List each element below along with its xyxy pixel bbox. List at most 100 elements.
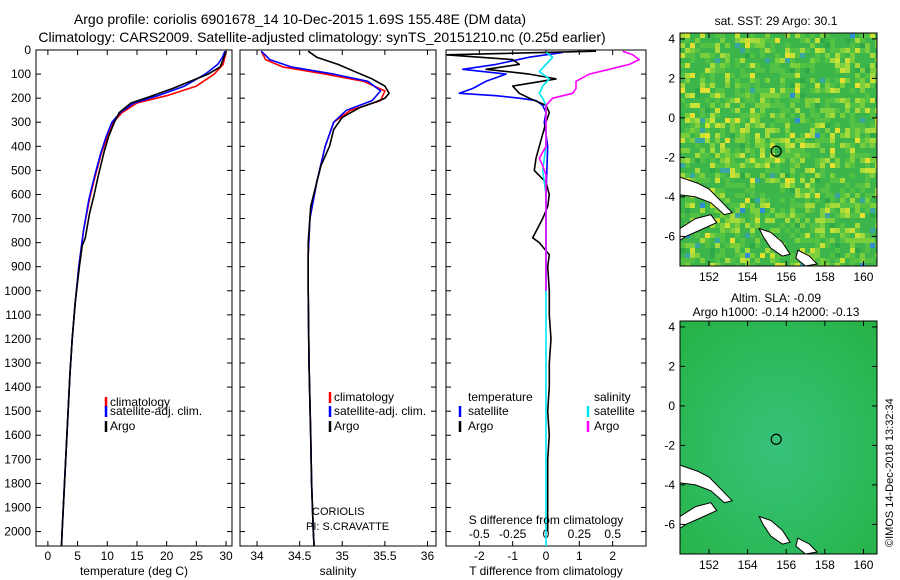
sst-grid-cell — [820, 98, 825, 103]
sst-grid-cell — [830, 88, 835, 93]
sst-grid-cell — [710, 73, 715, 78]
depth-tick-label: 1700 — [4, 452, 31, 466]
sst-grid-cell — [870, 228, 875, 233]
sst-grid-cell — [780, 118, 785, 123]
sst-grid-cell — [800, 218, 805, 223]
sst-grid-cell — [690, 38, 695, 43]
sst-grid-cell — [770, 213, 775, 218]
sst-grid-cell — [790, 73, 795, 78]
sst-grid-cell — [730, 263, 735, 266]
sst-grid-cell — [725, 58, 730, 63]
sst-grid-cell — [825, 133, 830, 138]
sst-grid-cell — [730, 163, 735, 168]
figure-title-line2: Climatology: CARS2009. Satellite-adjuste… — [38, 29, 605, 45]
sst-grid-cell — [855, 198, 860, 203]
sst-grid-cell — [730, 153, 735, 158]
sst-grid-cell — [795, 218, 800, 223]
sst-grid-cell — [790, 43, 795, 48]
sst-grid-cell — [750, 163, 755, 168]
sst-grid-cell — [795, 238, 800, 243]
sst-grid-cell — [835, 163, 840, 168]
sst-grid-cell — [760, 53, 765, 58]
sst-grid-cell — [685, 108, 690, 113]
sst-grid-cell — [810, 68, 815, 73]
sst-grid-cell — [715, 83, 720, 88]
sst-grid-cell — [705, 258, 710, 263]
sla-map-area — [680, 321, 877, 554]
sst-grid-cell — [800, 158, 805, 163]
sst-grid-cell — [815, 133, 820, 138]
sst-grid-cell — [790, 128, 795, 133]
sst-grid-cell — [790, 198, 795, 203]
sst-grid-cell — [685, 93, 690, 98]
sst-grid-cell — [710, 158, 715, 163]
sst-grid-cell — [715, 168, 720, 173]
sst-grid-cell — [690, 163, 695, 168]
sst-grid-cell — [760, 138, 765, 143]
sst-grid-cell — [875, 83, 877, 88]
sst-grid-cell — [800, 118, 805, 123]
sst-grid-cell — [840, 223, 845, 228]
sst-grid-cell — [745, 248, 750, 253]
sst-grid-cell — [690, 173, 695, 178]
sst-grid-cell — [805, 248, 810, 253]
sst-grid-cell — [855, 263, 860, 266]
sst-grid-cell — [785, 233, 790, 238]
sst-grid-cell — [780, 233, 785, 238]
sst-grid-cell — [860, 213, 865, 218]
sst-grid-cell — [830, 238, 835, 243]
sst-grid-cell — [840, 243, 845, 248]
sst-grid-cell — [775, 133, 780, 138]
sst-grid-cell — [825, 138, 830, 143]
sst-grid-cell — [695, 253, 700, 258]
sst-grid-cell — [845, 233, 850, 238]
sst-grid-cell — [805, 198, 810, 203]
sst-grid-cell — [690, 153, 695, 158]
sst-grid-cell — [825, 173, 830, 178]
sst-grid-cell — [860, 108, 865, 113]
sst-grid-cell — [845, 33, 850, 38]
sst-grid-cell — [800, 183, 805, 188]
sst-grid-cell — [820, 48, 825, 53]
sst-grid-cell — [705, 108, 710, 113]
sst-grid-cell — [775, 33, 780, 38]
sst-grid-cell — [840, 103, 845, 108]
sst-grid-cell — [825, 68, 830, 73]
sst-grid-cell — [720, 58, 725, 63]
sst-grid-cell — [720, 33, 725, 38]
sst-grid-cell — [775, 253, 780, 258]
sst-grid-cell — [750, 198, 755, 203]
sst-grid-cell — [865, 253, 870, 258]
sst-grid-cell — [860, 193, 865, 198]
sst-grid-cell — [820, 183, 825, 188]
sst-grid-cell — [760, 163, 765, 168]
sst-grid-cell — [725, 93, 730, 98]
sst-grid-cell — [795, 138, 800, 143]
sst-grid-cell — [750, 213, 755, 218]
sst-grid-cell — [800, 78, 805, 83]
sst-grid-cell — [860, 118, 865, 123]
sst-grid-cell — [760, 208, 765, 213]
sst-grid-cell — [805, 208, 810, 213]
sst-grid-cell — [680, 123, 685, 128]
series-line-temperature-argo — [446, 50, 597, 532]
sst-grid-cell — [695, 88, 700, 93]
sst-grid-cell — [720, 113, 725, 118]
sst-grid-cell — [700, 83, 705, 88]
sst-grid-cell — [870, 58, 875, 63]
sst-grid-cell — [875, 218, 877, 223]
sst-grid-cell — [710, 88, 715, 93]
sst-grid-cell — [860, 98, 865, 103]
sst-grid-cell — [770, 173, 775, 178]
legend-satellite-label: satellite-adj. clim. — [110, 404, 202, 418]
sst-grid-cell — [785, 88, 790, 93]
sst-grid-cell — [865, 213, 870, 218]
sst-grid-cell — [795, 53, 800, 58]
sst-grid-cell — [710, 98, 715, 103]
sst-grid-cell — [875, 203, 877, 208]
sst-grid-cell — [855, 153, 860, 158]
sst-grid-cell — [730, 173, 735, 178]
sst-grid-cell — [840, 43, 845, 48]
sst-grid-cell — [870, 183, 875, 188]
sst-grid-cell — [855, 143, 860, 148]
